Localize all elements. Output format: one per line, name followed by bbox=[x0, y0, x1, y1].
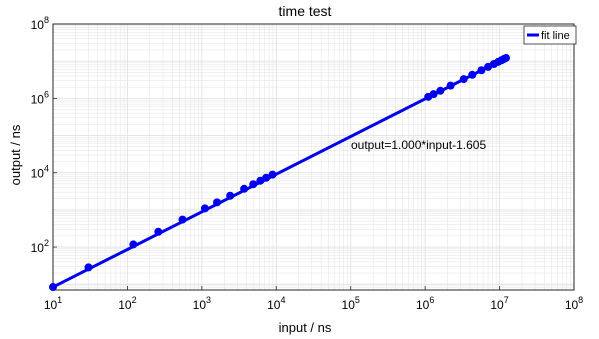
x-axis-label: input / ns bbox=[279, 320, 332, 335]
data-point bbox=[484, 62, 493, 71]
legend-box bbox=[523, 25, 577, 45]
data-point bbox=[477, 66, 486, 75]
data-point bbox=[249, 180, 258, 189]
data-point bbox=[501, 53, 510, 62]
data-point bbox=[262, 173, 271, 182]
x-tick-label: 107 bbox=[490, 295, 508, 312]
data-point bbox=[429, 90, 438, 99]
x-axis: 101 102 103 104 105 106 107 108 bbox=[44, 286, 583, 312]
fit-equation-annotation: output=1.000*input-1.605 bbox=[351, 138, 486, 152]
data-point bbox=[84, 263, 93, 272]
x-tick-label: 103 bbox=[193, 295, 211, 312]
y-tick-label: 108 bbox=[31, 15, 49, 32]
data-point bbox=[200, 204, 209, 213]
plot-frame bbox=[52, 23, 575, 291]
y-tick-label: 102 bbox=[31, 238, 49, 255]
data-point bbox=[436, 86, 445, 95]
x-tick-label: 105 bbox=[342, 295, 360, 312]
data-point bbox=[226, 191, 235, 200]
x-tick-label: 108 bbox=[565, 295, 583, 312]
series-layer bbox=[49, 53, 510, 292]
data-point bbox=[459, 75, 468, 84]
data-point bbox=[129, 240, 138, 249]
data-point bbox=[213, 198, 222, 207]
x-tick-label: 104 bbox=[267, 295, 285, 312]
x-tick-label: 102 bbox=[118, 295, 136, 312]
data-point bbox=[240, 184, 249, 193]
data-point bbox=[446, 81, 455, 90]
y-tick-label: 106 bbox=[31, 89, 49, 106]
legend: fit line bbox=[523, 25, 577, 45]
y-axis-label: output / ns bbox=[8, 124, 23, 185]
y-tick-label: 104 bbox=[31, 164, 49, 181]
data-point bbox=[468, 70, 477, 79]
x-tick-label: 106 bbox=[416, 295, 434, 312]
data-point bbox=[154, 227, 163, 236]
x-tick-label: 101 bbox=[44, 295, 62, 312]
chart-title: time test bbox=[279, 3, 332, 19]
data-point bbox=[268, 170, 277, 179]
legend-entry: fit line bbox=[541, 30, 570, 42]
data-point bbox=[178, 215, 187, 224]
y-axis: 102 104 106 108 bbox=[31, 15, 57, 255]
grid bbox=[52, 24, 574, 291]
data-point bbox=[49, 283, 57, 292]
